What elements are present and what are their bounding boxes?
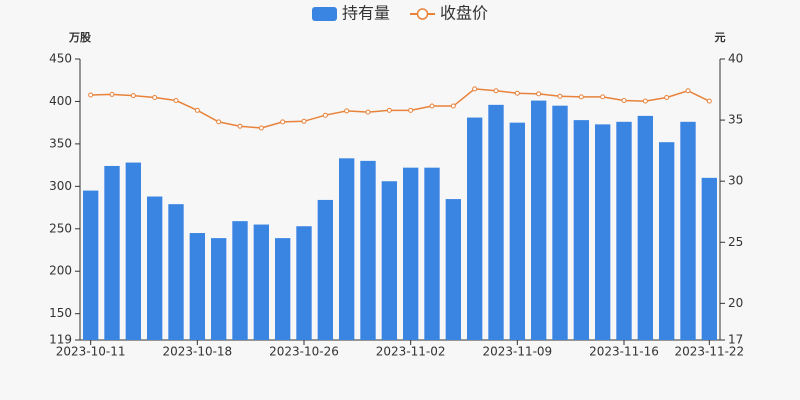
line-point <box>216 119 222 125</box>
bar <box>573 120 590 340</box>
bar <box>338 158 355 340</box>
line-point <box>109 91 115 97</box>
line-point <box>365 109 371 115</box>
x-tick-label: 2023-11-22 <box>674 345 744 359</box>
legend-label[interactable]: 持有量 <box>342 4 390 23</box>
bar <box>445 199 462 340</box>
line-point <box>237 123 243 129</box>
bar <box>82 190 99 340</box>
line-point <box>344 108 350 114</box>
line-point <box>429 103 435 109</box>
y-tick-label: 200 <box>49 264 72 278</box>
line-point <box>557 93 563 99</box>
line-point <box>301 118 307 124</box>
line-point <box>450 103 456 109</box>
bar <box>360 160 376 340</box>
bar <box>210 238 227 340</box>
y-tick-label: 400 <box>49 94 72 108</box>
line-point <box>600 94 606 100</box>
bar <box>146 196 163 340</box>
bar <box>637 115 654 340</box>
legend-swatch-point[interactable] <box>416 8 429 20</box>
legend-label[interactable]: 收盘价 <box>440 4 488 23</box>
line-point <box>493 88 499 94</box>
line-point <box>152 94 158 100</box>
bar <box>530 100 547 340</box>
legend-swatch[interactable] <box>312 7 337 21</box>
bar <box>424 167 440 340</box>
line-point <box>88 92 94 98</box>
line-point <box>621 98 627 104</box>
bar <box>488 104 504 341</box>
line <box>90 88 710 129</box>
line-point <box>194 107 200 113</box>
x-tick-label: 2023-10-26 <box>269 345 339 359</box>
x-tick-label: 2023-11-16 <box>589 345 659 359</box>
bar <box>658 142 675 340</box>
y-axis-unit: 万股 <box>68 31 92 44</box>
y2-axis-unit: 元 <box>715 31 726 44</box>
x-tick-label: 2023-10-18 <box>162 345 232 359</box>
bar <box>296 226 312 340</box>
bar <box>381 181 398 340</box>
line-point <box>173 98 179 104</box>
bar <box>402 167 419 340</box>
y-tick-label: 300 <box>49 179 72 193</box>
line-point <box>472 86 478 92</box>
line-point <box>578 94 584 100</box>
line-point <box>514 90 520 96</box>
line-point <box>685 88 691 94</box>
bar <box>552 105 568 341</box>
x-tick-label: 2023-10-11 <box>56 345 126 359</box>
bar <box>701 177 718 340</box>
bar <box>253 224 270 340</box>
line-point <box>130 93 136 99</box>
x-tick-label: 2023-11-02 <box>376 345 446 359</box>
bar <box>317 199 334 340</box>
x-tick-label: 2023-11-09 <box>482 345 552 359</box>
y-tick-label: 250 <box>49 221 72 235</box>
line-point <box>258 125 264 131</box>
y-tick-label: 450 <box>49 52 72 66</box>
bar <box>680 121 696 341</box>
line-point <box>642 98 648 104</box>
bar <box>168 204 184 340</box>
bar <box>232 221 248 340</box>
bar <box>125 162 142 340</box>
bar <box>189 233 206 340</box>
y-tick-label: 150 <box>49 306 72 320</box>
bar <box>509 122 526 341</box>
line-point <box>536 91 542 97</box>
y-tick-label: 350 <box>49 136 72 150</box>
y2-tick-label: 25 <box>728 235 743 249</box>
bar <box>274 238 291 340</box>
bar <box>466 117 483 340</box>
line-point <box>280 119 286 125</box>
line-point <box>408 107 414 113</box>
y-tick-label: 119 <box>49 333 72 347</box>
line-point <box>706 98 712 104</box>
line-point <box>664 94 670 100</box>
line-point <box>322 112 328 118</box>
line-point <box>386 107 392 113</box>
y2-tick-label: 20 <box>728 296 743 310</box>
bar <box>616 121 632 341</box>
y2-tick-label: 17 <box>728 333 743 347</box>
y2-tick-label: 35 <box>728 113 743 127</box>
bar <box>104 165 120 340</box>
bar <box>594 124 611 340</box>
y2-tick-label: 40 <box>728 52 743 66</box>
y2-tick-label: 30 <box>728 174 743 188</box>
